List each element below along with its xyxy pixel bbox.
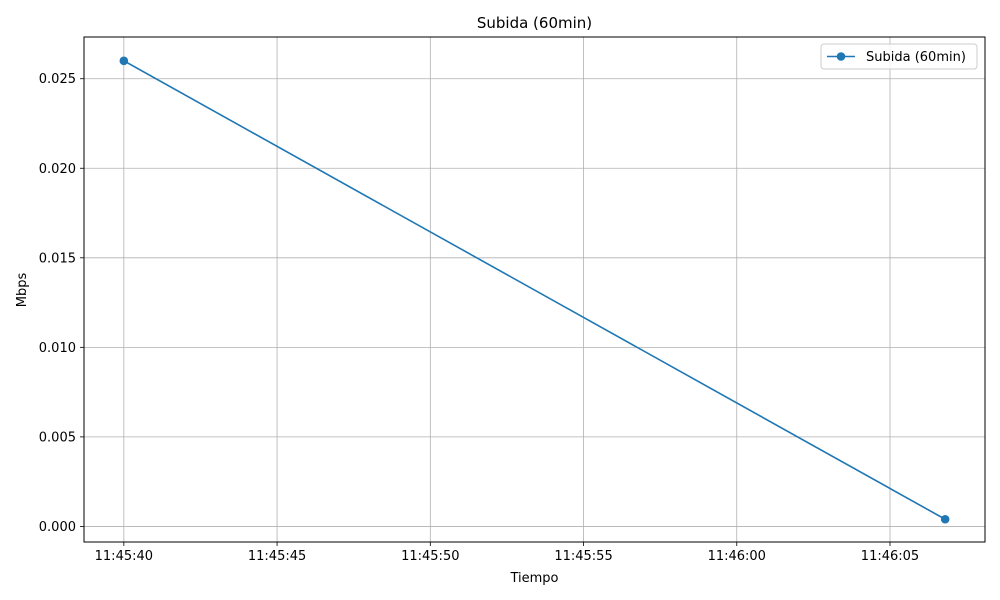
x-axis-label: Tiempo xyxy=(509,571,558,586)
x-tick-label: 11:45:45 xyxy=(248,549,306,564)
y-tick-label: 0.005 xyxy=(39,430,76,445)
y-axis-label: Mbps xyxy=(15,273,30,308)
legend-label: Subida (60min) xyxy=(866,50,966,65)
y-tick-label: 0.025 xyxy=(39,72,76,87)
plot-frame xyxy=(83,36,986,543)
x-tick-label: 11:45:55 xyxy=(554,549,612,564)
legend-marker-swatch xyxy=(836,52,846,61)
x-tick-label: 11:45:40 xyxy=(95,549,153,564)
x-tick-label: 11:46:00 xyxy=(708,549,766,564)
data-point xyxy=(119,56,129,66)
grid xyxy=(84,37,985,542)
y-tick-label: 0.015 xyxy=(39,251,76,266)
y-tick-label: 0.020 xyxy=(39,162,76,177)
x-tick-label: 11:45:50 xyxy=(401,549,459,564)
legend-box xyxy=(820,43,978,70)
y-tick-label: 0.000 xyxy=(39,520,76,535)
data-point xyxy=(940,514,950,524)
chart-title: Subida (60min) xyxy=(477,14,592,32)
series-line xyxy=(123,60,946,520)
legend: Subida (60min) xyxy=(820,43,978,70)
y-axis-ticks: 0.000 0.005 0.010 0.015 0.020 0.025 xyxy=(39,72,84,535)
x-axis-ticks: 11:45:40 11:45:45 11:45:50 11:45:55 11:46:00… xyxy=(95,542,919,564)
x-tick-label: 11:46:05 xyxy=(861,549,919,564)
y-tick-label: 0.010 xyxy=(39,341,76,356)
series-layer xyxy=(119,56,950,524)
